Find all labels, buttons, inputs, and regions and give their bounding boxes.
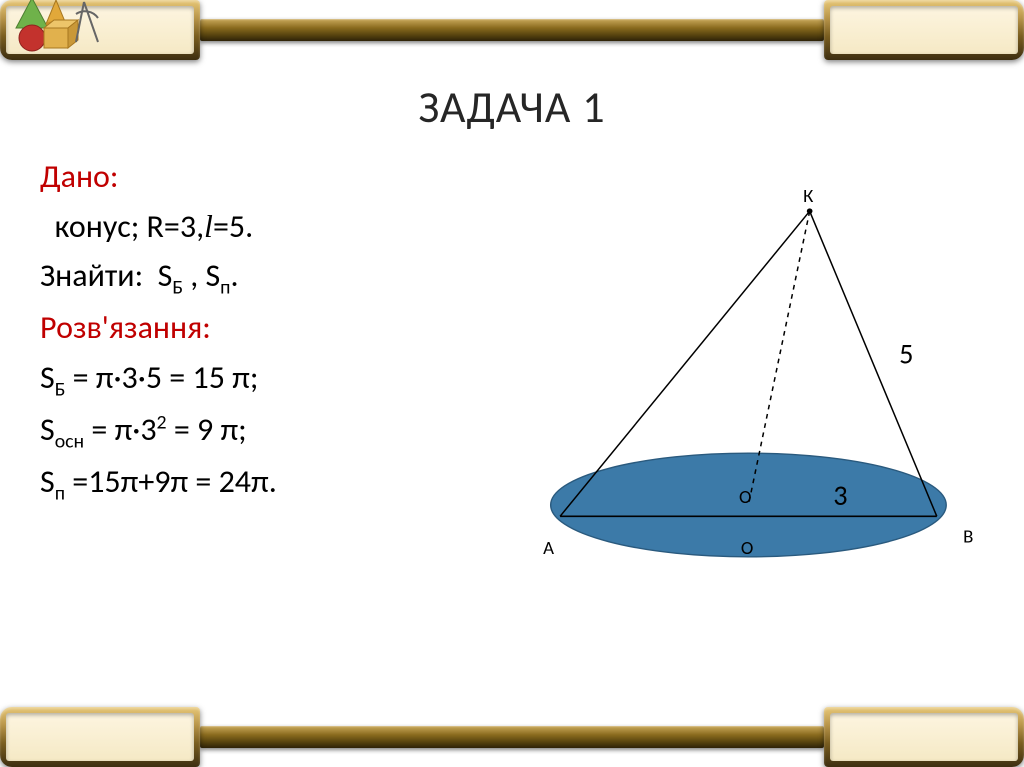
frame-corner-bl bbox=[0, 707, 200, 767]
slide-content: ЗАДАЧА 1 Дано: конус; R=3,l=5. Знайти: S… bbox=[0, 60, 1024, 707]
slide-title: ЗАДАЧА 1 bbox=[40, 80, 984, 134]
frame-corner-br bbox=[824, 707, 1024, 767]
line1-sub: Б bbox=[55, 377, 66, 401]
given-l-val: =5. bbox=[213, 207, 253, 246]
apex-point bbox=[807, 208, 813, 214]
line2-rest: = 9 π; bbox=[167, 410, 247, 449]
line3-sub: п bbox=[55, 482, 65, 506]
line3-rest: =15π+9π = 24π. bbox=[65, 462, 277, 501]
find-s2: , S bbox=[183, 256, 220, 295]
given-l: l bbox=[204, 208, 213, 244]
label-radius-value: 3 bbox=[833, 478, 847, 513]
given-text: конус; R=3, bbox=[54, 207, 204, 246]
problem-text: Дано: конус; R=3,l=5. Знайти: SБ , Sп. Р… bbox=[40, 152, 493, 509]
line2-mid: = π·3 bbox=[84, 410, 156, 449]
label-b: В bbox=[963, 526, 973, 549]
line2-sub: осн bbox=[55, 429, 84, 453]
frame-corner-tr bbox=[824, 0, 1024, 60]
solution-label: Розв'язання: bbox=[40, 308, 211, 347]
line2-sup: 2 bbox=[157, 410, 167, 434]
find-s1: S bbox=[158, 256, 173, 295]
slide: ЗАДАЧА 1 Дано: конус; R=3,l=5. Знайти: S… bbox=[0, 0, 1024, 767]
line2-s: S bbox=[40, 410, 55, 449]
label-o-upper: О bbox=[739, 486, 751, 509]
slide-body: Дано: конус; R=3,l=5. Знайти: SБ , Sп. Р… bbox=[40, 152, 984, 509]
label-o-lower: О bbox=[741, 537, 753, 560]
cone-svg: К А В О О 5 3 bbox=[513, 172, 984, 612]
find-end: . bbox=[230, 256, 238, 295]
line3-s: S bbox=[40, 462, 55, 501]
find-sub1: Б bbox=[172, 276, 183, 300]
cone-diagram: К А В О О 5 3 bbox=[513, 152, 984, 509]
find-sub2: п bbox=[220, 276, 230, 300]
label-slant-value: 5 bbox=[899, 337, 913, 372]
line1-rest: = π·3·5 = 15 π; bbox=[65, 358, 258, 397]
frame-bar-top bbox=[200, 19, 824, 41]
frame-top bbox=[0, 0, 1024, 60]
find-label: Знайти: bbox=[40, 256, 143, 295]
frame-bar-bottom bbox=[200, 726, 824, 748]
label-a: А bbox=[543, 537, 554, 560]
given-label: Дано: bbox=[40, 157, 118, 196]
frame-bottom bbox=[0, 707, 1024, 767]
label-k: К bbox=[803, 185, 814, 208]
line1-s: S bbox=[40, 358, 55, 397]
frame-corner-tl bbox=[0, 0, 200, 60]
